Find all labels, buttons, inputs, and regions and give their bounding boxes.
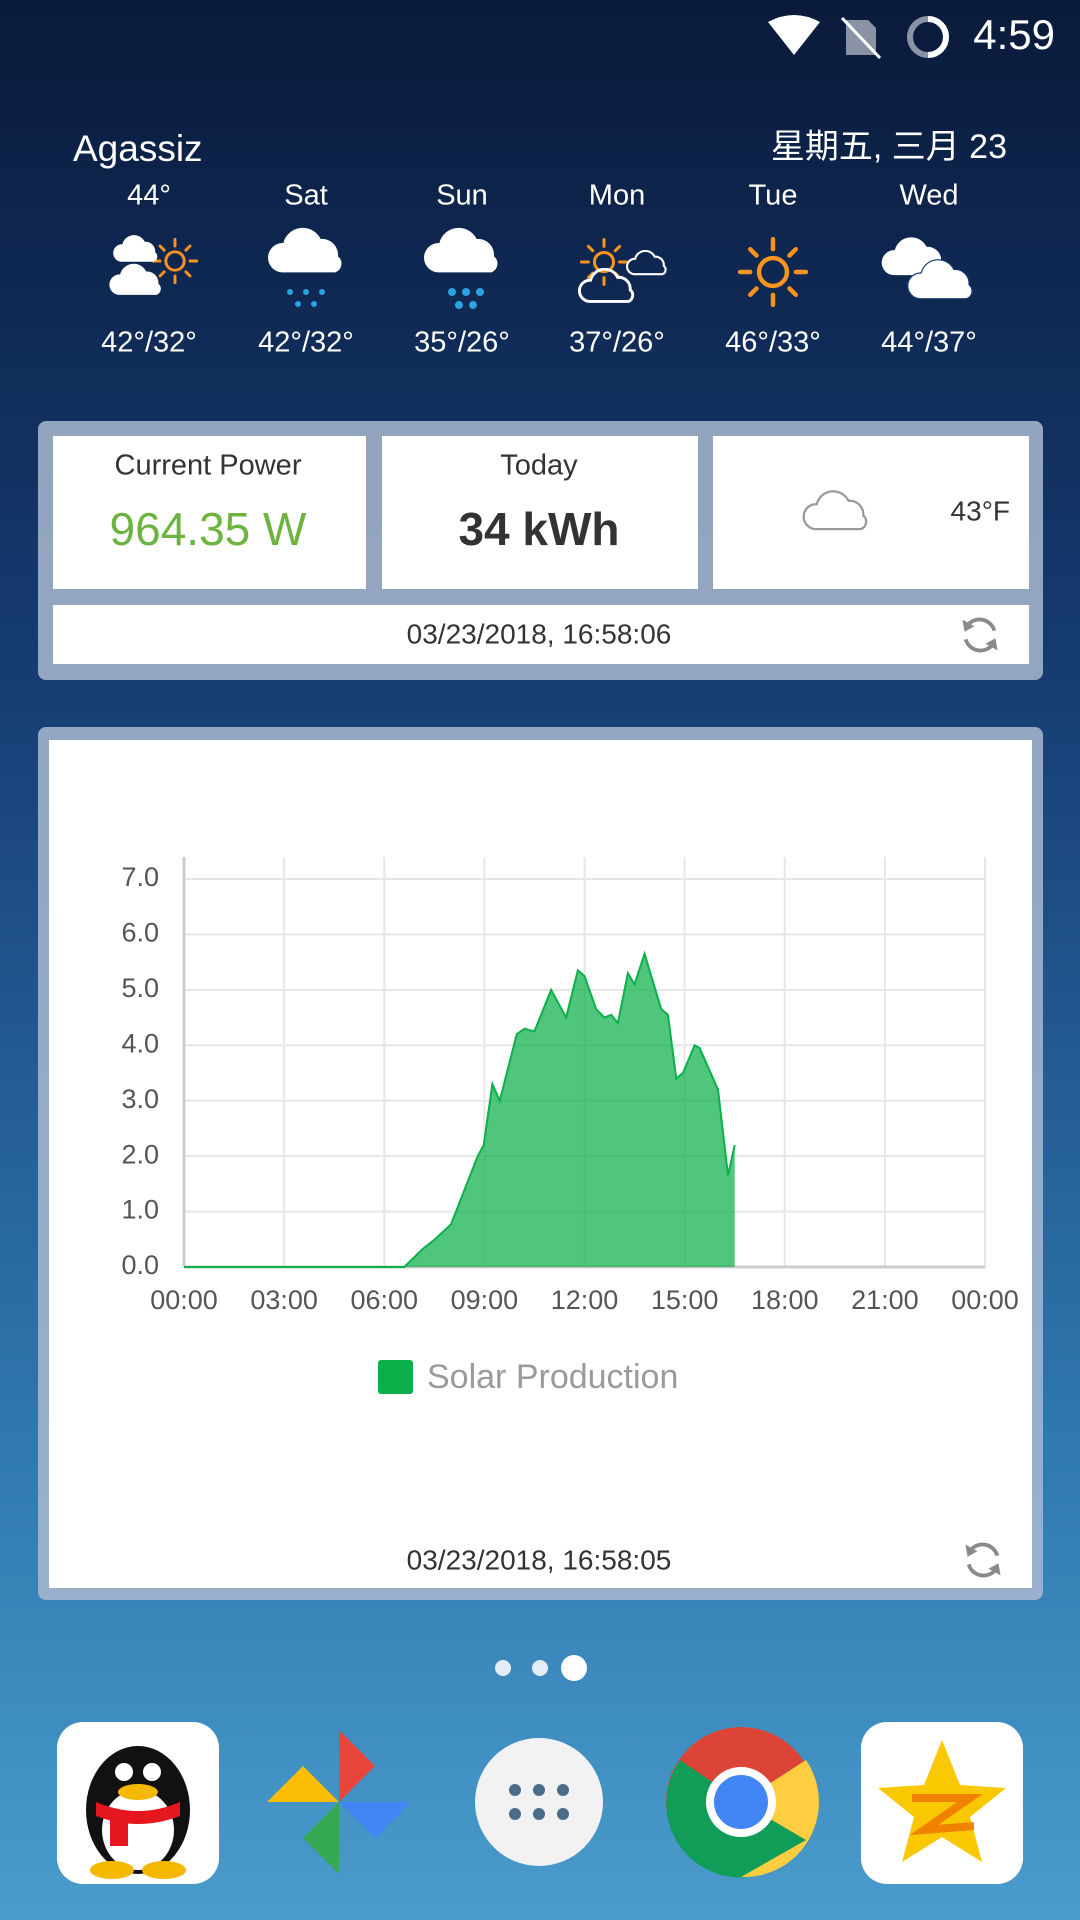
panel	[53, 436, 366, 589]
wifi-icon	[768, 15, 820, 55]
location: Agassiz	[73, 128, 203, 169]
forecast-temps: 42°/32°	[101, 327, 197, 359]
icon-snow	[423, 227, 498, 309]
forecast-temps: 46°/33°	[725, 327, 821, 359]
forecast-day: Wed	[899, 180, 958, 212]
area-line	[184, 950, 736, 1268]
app-chrome[interactable]	[666, 1727, 819, 1878]
x-tick-label: 15:00	[651, 1285, 719, 1315]
label: Current Power	[115, 450, 302, 482]
timestamp: 03/23/2018, 16:58:05	[407, 1544, 672, 1575]
y-tick-label: 6.0	[121, 918, 159, 948]
y-tick-label: 0.0	[121, 1250, 159, 1280]
forecast-day: Tue	[749, 180, 798, 212]
status-bar-panel	[53, 605, 1029, 664]
forecast-temps: 37°/26°	[569, 327, 665, 359]
x-tick-label: 00:00	[951, 1285, 1019, 1315]
panel	[382, 436, 698, 589]
y-tick-label: 1.0	[121, 1195, 159, 1225]
clock: 4:59	[973, 11, 1055, 58]
forecast-day: Sun	[436, 180, 488, 212]
x-tick-label: 18:00	[751, 1285, 819, 1315]
x-tick-label: 21:00	[851, 1285, 919, 1315]
forecast-day: Sat	[284, 180, 328, 212]
battery-level	[927, 16, 949, 58]
x-tick-label: 03:00	[250, 1285, 318, 1315]
forecast-temps: 44°/37°	[881, 327, 977, 359]
x-tick-label: 06:00	[350, 1285, 418, 1315]
forecast-day: Mon	[589, 180, 645, 212]
forecast-day: 44°	[127, 180, 171, 212]
y-tick-label: 2.0	[121, 1139, 159, 1169]
label: Today	[500, 450, 578, 482]
y-tick-label: 5.0	[121, 973, 159, 1003]
plot: 00:00 03:00 06:00 09:00 12:00 15:00 18:00 21:00…	[121, 857, 1019, 1396]
page-indicator	[495, 1655, 587, 1681]
sim-icon	[840, 16, 882, 60]
status-icons	[768, 15, 949, 60]
app-drawer[interactable]	[475, 1738, 603, 1866]
app-photos[interactable]	[267, 1730, 411, 1874]
temperature: 43°F	[951, 495, 1010, 526]
panel	[713, 436, 1029, 589]
x-tick-label: 00:00	[150, 1285, 218, 1315]
icon-rain	[267, 227, 342, 307]
y-tick-label: 3.0	[121, 1084, 159, 1114]
weather-widget[interactable]: Agassiz 星期五, 三月 23 44° Sat Sun Mon Tue W…	[73, 128, 1007, 359]
forecast-temps: 42°/32°	[258, 327, 354, 359]
current-power: 964.35 W	[110, 503, 307, 555]
app-qq[interactable]	[57, 1722, 219, 1884]
today-energy: 34 kWh	[458, 503, 619, 555]
y-tick-label: 4.0	[121, 1028, 159, 1058]
dock	[57, 1722, 1023, 1884]
x-tick-label: 12:00	[551, 1285, 619, 1315]
timestamp: 03/23/2018, 16:58:06	[407, 618, 672, 649]
date: 星期五, 三月 23	[771, 128, 1007, 166]
x-tick-label: 09:00	[451, 1285, 519, 1315]
legend-swatch	[378, 1360, 413, 1394]
y-tick-label: 7.0	[121, 862, 159, 892]
app-qzone[interactable]	[861, 1722, 1023, 1884]
power-widget[interactable]: Current Power 964.35 W Today 34 kWh 43°F…	[38, 421, 1043, 680]
forecast-temps: 35°/26°	[414, 327, 510, 359]
area-fill	[184, 953, 735, 1267]
legend-label: Solar Production	[427, 1358, 678, 1396]
